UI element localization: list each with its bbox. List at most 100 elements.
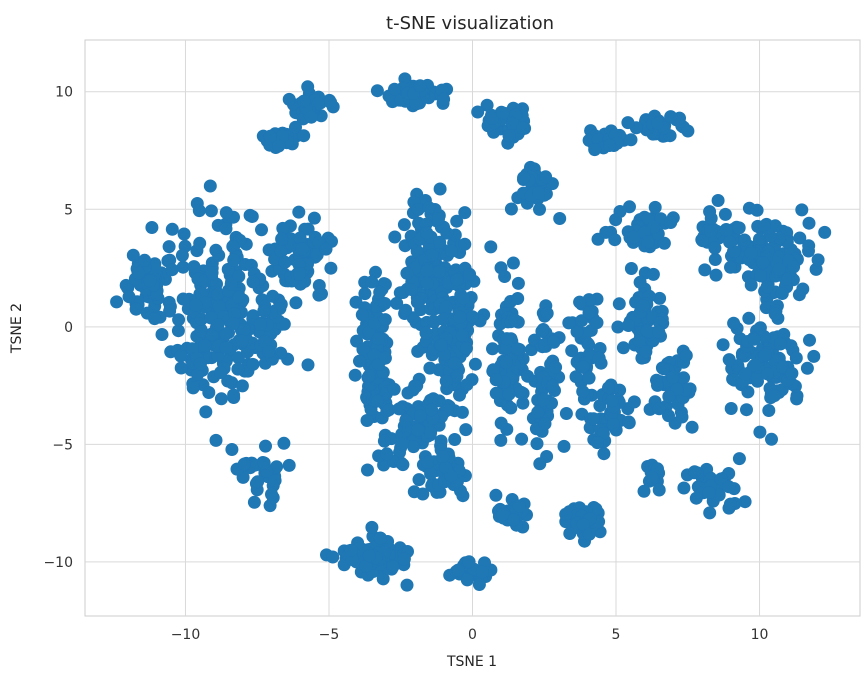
scatter-point bbox=[227, 388, 241, 402]
scatter-point bbox=[284, 232, 298, 246]
scatter-point bbox=[545, 379, 559, 393]
scatter-point bbox=[662, 390, 676, 403]
scatter-point bbox=[255, 223, 268, 237]
scatter-point bbox=[412, 473, 426, 487]
scatter-point bbox=[664, 216, 678, 229]
scatter-point bbox=[186, 381, 200, 395]
scatter-point bbox=[398, 239, 412, 253]
scatter-point bbox=[174, 349, 188, 363]
scatter-point bbox=[205, 266, 219, 280]
scatter-point bbox=[646, 267, 660, 281]
scatter-point bbox=[538, 417, 552, 431]
scatter-point bbox=[652, 483, 666, 497]
scatter-point bbox=[576, 360, 590, 374]
scatter-point bbox=[377, 434, 391, 448]
scatter-point bbox=[471, 105, 485, 119]
scatter-point bbox=[738, 367, 752, 381]
scatter-point bbox=[712, 488, 726, 502]
scatter-point bbox=[246, 275, 260, 289]
scatter-point bbox=[447, 356, 461, 370]
scatter-point bbox=[627, 395, 641, 409]
scatter-point bbox=[502, 129, 516, 143]
scatter-point bbox=[176, 260, 190, 274]
scatter-point bbox=[533, 202, 546, 216]
scatter-point bbox=[399, 414, 413, 428]
scatter-point bbox=[742, 311, 756, 325]
scatter-point bbox=[177, 227, 191, 241]
scatter-point bbox=[425, 248, 439, 262]
scatter-point bbox=[458, 237, 472, 251]
scatter-point bbox=[400, 266, 414, 280]
scatter-point bbox=[232, 290, 246, 304]
scatter-point bbox=[723, 497, 737, 511]
scatter-point bbox=[165, 222, 179, 236]
scatter-point bbox=[219, 222, 233, 236]
scatter-point bbox=[282, 458, 296, 472]
scatter-point bbox=[775, 287, 789, 300]
scatter-point bbox=[174, 361, 188, 375]
scatter-point bbox=[388, 230, 402, 244]
scatter-point bbox=[582, 338, 596, 352]
scatter-point bbox=[356, 342, 370, 356]
scatter-point bbox=[802, 239, 816, 253]
scatter-point bbox=[138, 253, 152, 267]
scatter-point bbox=[225, 376, 239, 390]
scatter-point bbox=[732, 221, 746, 235]
scatter-point bbox=[597, 447, 611, 461]
scatter-point bbox=[590, 436, 604, 450]
scatter-point bbox=[636, 299, 650, 313]
scatter-point bbox=[530, 437, 544, 451]
scatter-point bbox=[475, 565, 489, 579]
scatter-point bbox=[344, 543, 358, 557]
scatter-point bbox=[432, 212, 445, 226]
scatter-point bbox=[747, 332, 761, 346]
scatter-point bbox=[553, 212, 567, 225]
scatter-point bbox=[675, 410, 689, 424]
scatter-point bbox=[609, 213, 623, 227]
y-tick-label: 0 bbox=[64, 320, 73, 336]
scatter-point bbox=[773, 337, 787, 351]
scatter-point bbox=[425, 403, 439, 417]
scatter-point bbox=[301, 358, 315, 372]
scatter-point bbox=[211, 318, 225, 332]
scatter-point bbox=[416, 487, 430, 501]
scatter-point bbox=[657, 236, 671, 250]
scatter-point bbox=[456, 291, 470, 305]
scatter-point bbox=[219, 327, 233, 341]
scatter-point bbox=[500, 332, 514, 346]
scatter-point bbox=[376, 572, 390, 586]
scatter-point bbox=[533, 457, 547, 471]
scatter-point bbox=[485, 111, 499, 125]
scatter-point bbox=[468, 357, 482, 371]
scatter-point bbox=[789, 351, 803, 365]
scatter-point bbox=[175, 248, 189, 262]
scatter-point bbox=[324, 95, 338, 109]
scatter-point bbox=[304, 110, 318, 124]
scatter-point bbox=[512, 499, 526, 513]
scatter-point bbox=[763, 229, 777, 243]
scatter-point bbox=[275, 129, 289, 143]
scatter-point bbox=[460, 341, 473, 355]
scatter-point bbox=[589, 502, 603, 516]
scatter-point bbox=[704, 224, 718, 238]
scatter-point bbox=[433, 182, 447, 196]
scatter-point bbox=[110, 295, 124, 309]
scatter-point bbox=[268, 474, 282, 487]
scatter-point bbox=[611, 320, 625, 334]
scatter-point bbox=[212, 248, 226, 262]
scatter-point bbox=[227, 253, 241, 267]
scatter-point bbox=[437, 92, 451, 106]
scatter-point bbox=[744, 246, 758, 260]
scatter-point bbox=[214, 366, 228, 379]
scatter-point bbox=[624, 133, 638, 147]
scatter-point bbox=[811, 253, 825, 267]
scatter-point bbox=[532, 186, 546, 200]
scatter-point bbox=[486, 363, 500, 377]
scatter-point bbox=[362, 369, 376, 383]
scatter-point bbox=[235, 334, 249, 348]
scatter-point bbox=[652, 402, 666, 416]
scatter-point bbox=[513, 385, 527, 399]
scatter-point bbox=[397, 552, 411, 566]
scatter-point bbox=[119, 278, 133, 292]
scatter-point bbox=[496, 106, 510, 120]
